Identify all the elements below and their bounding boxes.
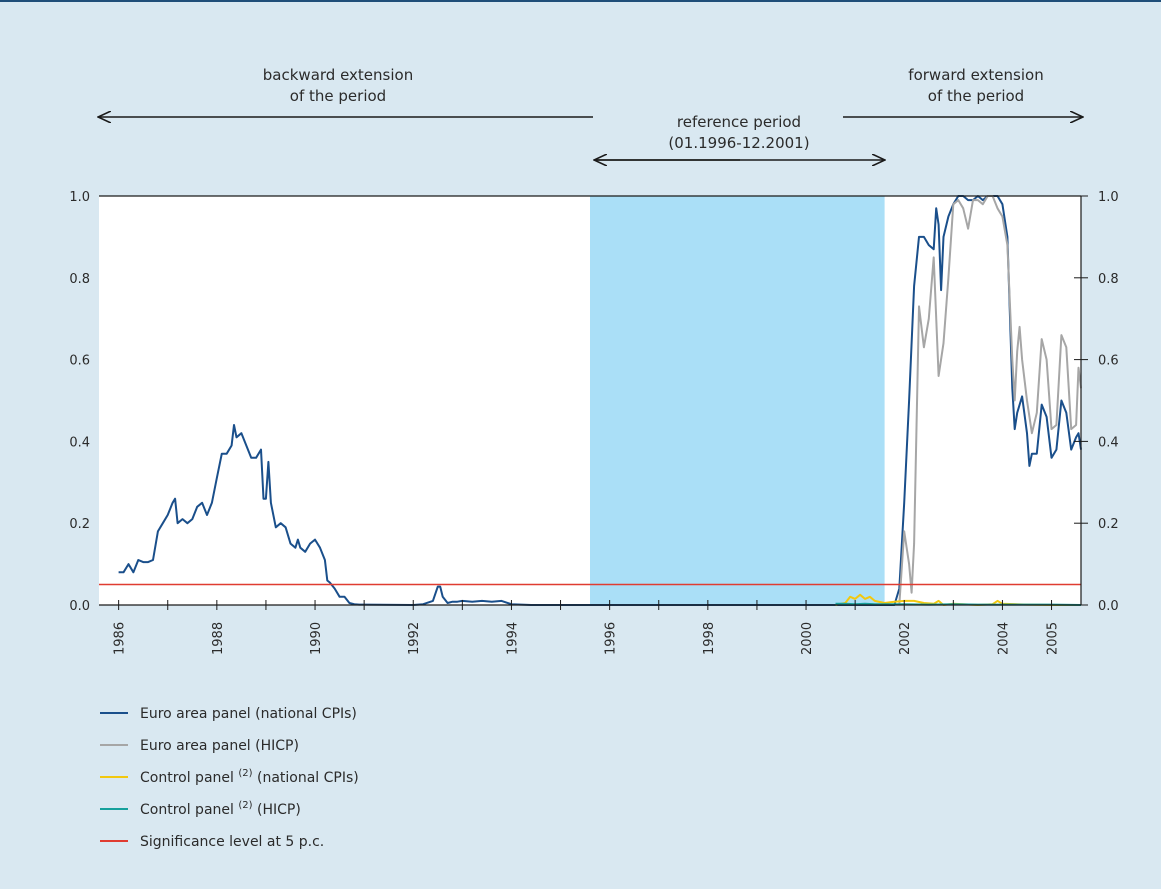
x-tick-label: 2000 (800, 622, 815, 655)
axis-layer: 0.0 0.0 0.2 0.2 0.4 0.4 0.6 0.6 0.8 0.8 1.0 1.0 1986… (69, 190, 1118, 655)
reference-period-band (590, 196, 885, 605)
x-tick-label: 1986 (113, 622, 128, 655)
forward-label-line2: of the period (928, 87, 1024, 105)
x-tick-label: 1992 (407, 622, 422, 655)
y-tick-label-right: 0.2 (1098, 517, 1119, 532)
reference-label-line2: (01.1996-12.2001) (668, 134, 809, 152)
y-tick-label-left: 0.2 (69, 517, 90, 532)
x-tick-label: 1988 (211, 622, 226, 655)
backward-label-line1: backward extension (263, 66, 413, 84)
y-tick-label-left: 1.0 (69, 190, 90, 205)
y-tick-label-left: 0.8 (69, 272, 90, 287)
y-tick-label-right: 1.0 (1098, 190, 1119, 205)
x-tick-label: 1998 (702, 622, 717, 655)
legend-label-4: Significance level at 5 p.c. (140, 834, 324, 850)
x-tick-label: 1994 (505, 622, 520, 655)
legend-label-1: Euro area panel (HICP) (140, 738, 299, 754)
x-tick-label: 2004 (996, 622, 1011, 655)
series-line-1 (898, 195, 1082, 606)
x-tick-label: 2002 (898, 622, 913, 655)
forward-label-line1: forward extension (908, 66, 1043, 84)
legend-label-3: Control panel (2) (HICP) (140, 800, 301, 818)
y-tick-label-left: 0.4 (69, 435, 90, 450)
backward-label-line2: of the period (290, 87, 386, 105)
y-tick-label-right: 0.8 (1098, 272, 1119, 287)
legend-label-0: Euro area panel (national CPIs) (140, 706, 357, 722)
y-tick-label-right: 0.6 (1098, 354, 1119, 369)
legend-label-2: Control panel (2) (national CPIs) (140, 768, 359, 786)
legend: Euro area panel (national CPIs) Euro area… (100, 706, 359, 850)
series-line-2 (835, 593, 1081, 606)
y-tick-label-left: 0.0 (69, 599, 90, 614)
x-tick-label: 2005 (1046, 622, 1061, 655)
y-tick-label-right: 0.0 (1098, 599, 1119, 614)
x-tick-label: 1996 (604, 622, 619, 655)
reference-label-line1: reference period (677, 113, 801, 131)
x-tick-label: 1990 (309, 622, 324, 655)
y-tick-label-left: 0.6 (69, 354, 90, 369)
y-tick-label-right: 0.4 (1098, 435, 1119, 450)
